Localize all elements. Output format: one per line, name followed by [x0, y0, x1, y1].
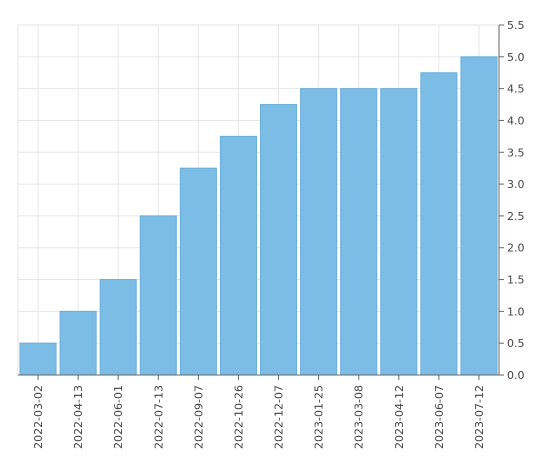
axes: 0.0 0.5 1.0 1.5 2.0 2.5 3.0 3.5 4.0 4.5 5.0 5.5 2022…	[18, 19, 525, 449]
x-tick-label: 2022-04-13	[72, 385, 85, 449]
x-tick-label: 2022-09-07	[192, 385, 205, 449]
bar	[420, 72, 458, 376]
bar	[19, 342, 57, 376]
bar	[219, 135, 258, 376]
x-tick-label: 2022-10-26	[232, 385, 245, 449]
bar	[460, 56, 498, 376]
y-tick-label: 2.0	[507, 242, 525, 255]
y-tick-label: 5.5	[507, 19, 525, 32]
x-tick-label: 2023-03-08	[353, 385, 366, 449]
y-tick-label: 4.0	[507, 114, 525, 127]
bar	[380, 88, 418, 376]
bar	[260, 104, 298, 376]
x-tick-label: 2023-04-12	[393, 385, 406, 449]
y-tick-label: 5.0	[507, 51, 525, 64]
y-tick-label: 3.0	[507, 178, 525, 191]
y-tick-label: 0.0	[507, 369, 525, 382]
bar	[99, 279, 137, 376]
y-tick-label: 4.5	[507, 83, 525, 96]
x-tick-label: 2023-01-25	[313, 385, 326, 449]
bar	[340, 88, 378, 376]
x-tick-label: 2023-07-12	[473, 385, 486, 449]
y-tick-label: 1.0	[507, 305, 525, 318]
y-tick-label: 3.5	[507, 146, 525, 159]
x-tick-label: 2022-06-01	[112, 385, 125, 449]
y-tick-label: 2.5	[507, 210, 525, 223]
x-tick-label: 2022-12-07	[273, 385, 286, 449]
y-tick-label: 0.5	[507, 337, 525, 350]
bar	[179, 167, 217, 376]
bar	[300, 88, 338, 376]
x-tick-label: 2022-03-02	[32, 385, 45, 449]
x-tick-label: 2022-07-13	[152, 385, 165, 449]
bar	[139, 215, 177, 376]
bar	[59, 310, 97, 376]
y-tick-label: 1.5	[507, 274, 525, 287]
x-tick-label: 2023-06-07	[433, 385, 446, 449]
bars	[19, 56, 498, 376]
